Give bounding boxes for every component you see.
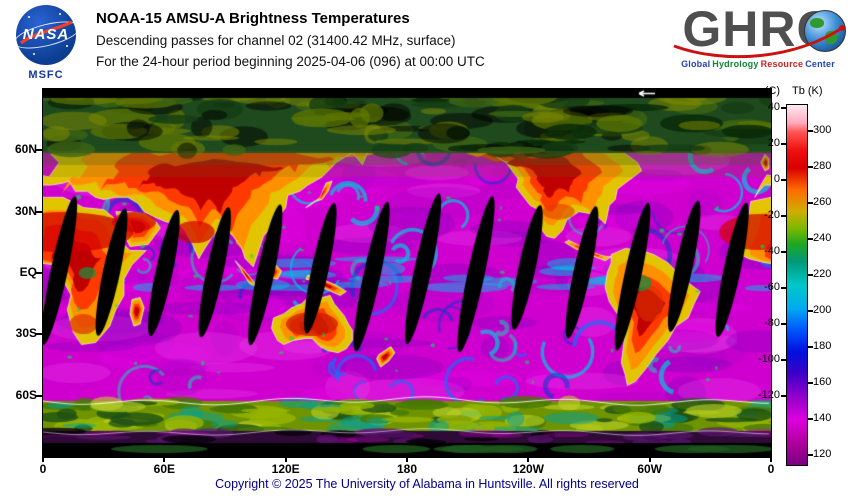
star-icon — [66, 45, 68, 47]
red-swoosh-icon — [20, 20, 73, 45]
lon-label: 0 — [767, 462, 775, 476]
colorbar-celsius-label: 20 — [767, 136, 780, 149]
lon-tick — [648, 457, 651, 462]
world-map: 60N 30N EQ 30S 60S 0 60E 120E 180 120W 60W 0 — [15, 88, 774, 476]
colorbar-kelvin-label: 120 — [813, 448, 832, 460]
lat-label: 60S — [15, 387, 37, 402]
colorbar-tick — [781, 142, 786, 145]
lon-tick — [406, 457, 408, 462]
colorbar-kelvin-label: 260 — [813, 196, 832, 208]
colorbar-celsius-label: -120 — [757, 388, 780, 401]
ghrc-tagline: Global Hydrology Resource Center — [668, 59, 848, 69]
colorbar-kelvin-label: 300 — [813, 124, 832, 136]
colorbar-tick — [781, 214, 786, 217]
copyright: Copyright © 2025 The University of Alaba… — [215, 477, 639, 491]
lat-tick — [36, 333, 42, 336]
lat-tick — [36, 149, 42, 152]
lat-tick — [36, 272, 42, 274]
colorbar-celsius-label: -40 — [764, 244, 780, 257]
globe-icon — [804, 10, 846, 52]
title-block: NOAA-15 AMSU-A Brightness Temperatures D… — [96, 10, 485, 69]
colorbar — [786, 104, 808, 466]
colorbar-tick — [808, 166, 813, 168]
colorbar-tick — [808, 382, 813, 384]
colorbar-celsius-label: -80 — [764, 316, 780, 329]
colorbar-kelvin-label: 280 — [813, 160, 832, 172]
colorbar-tick — [781, 322, 786, 325]
globe-landmass — [810, 18, 824, 28]
subtitle-period: For the 24-hour period beginning 2025-04… — [96, 54, 485, 69]
ghrc-tagline-word: Global — [681, 59, 711, 69]
lon-label: 60W — [637, 462, 662, 476]
colorbar-kelvin-label: 140 — [813, 412, 832, 424]
colorbar-kelvin-label: 240 — [813, 232, 832, 244]
page-title: NOAA-15 AMSU-A Brightness Temperatures — [96, 10, 410, 27]
lon-tick — [527, 457, 530, 462]
subtitle-channel: Descending passes for channel 02 (31400.… — [96, 33, 456, 48]
colorbar-tick — [808, 454, 813, 456]
lon-label: 120W — [512, 462, 544, 476]
colorbar-celsius-header: (C) — [764, 85, 780, 97]
lat-label: 60N — [14, 142, 37, 157]
lat-tick — [36, 210, 42, 213]
lon-tick — [163, 457, 166, 462]
colorbar-tick — [808, 130, 813, 132]
colorbar-tick — [808, 418, 813, 420]
globe-landmass — [825, 31, 837, 44]
lon-tick — [42, 457, 44, 462]
colorbar-kelvin-label: 180 — [813, 340, 832, 352]
colorbar-celsius-label: -100 — [757, 352, 780, 365]
nasa-logo: NASA MSFC — [10, 5, 83, 81]
colorbar-tick — [781, 394, 786, 397]
lon-label: 180 — [396, 462, 418, 476]
lon-label: 60E — [153, 462, 175, 476]
colorbar-kelvin-label: 220 — [813, 268, 832, 280]
msfc-label: MSFC — [28, 69, 64, 81]
colorbar-celsius-label: -20 — [764, 208, 780, 221]
colorbar-tick — [781, 106, 786, 109]
star-icon — [28, 16, 30, 18]
lon-label: 120E — [271, 462, 300, 476]
colorbar-tick — [808, 202, 813, 204]
colorbar-tick — [781, 178, 786, 181]
colorbar-tick — [781, 250, 786, 253]
lat-label: 30S — [15, 326, 37, 341]
ghrc-tagline-word: Center — [805, 59, 835, 69]
nasa-meatball-icon: NASA — [11, 5, 83, 65]
colorbar-celsius-label: 0 — [773, 172, 780, 185]
lon-tick — [770, 457, 772, 462]
colorbar-kelvin-header: Tb (K) — [792, 85, 823, 97]
nasa-wordmark: NASA — [22, 26, 70, 43]
star-icon — [59, 13, 61, 15]
colorbar-celsius-label: -60 — [764, 280, 780, 293]
ghrc-tagline-word: Hydrology — [712, 59, 759, 69]
colorbar-tick — [808, 274, 813, 276]
colorbar-kelvin-label: 200 — [813, 304, 832, 316]
brightness-temperature-map — [43, 89, 771, 457]
ghrc-logo: GHRC Global Hydrology Resource Center — [668, 2, 848, 84]
ghrc-tagline-word: Resource — [760, 59, 804, 69]
colorbar-kelvin-label: 160 — [813, 376, 832, 388]
lon-tick — [284, 457, 287, 462]
lat-label: 30N — [14, 203, 37, 218]
colorbar-tick — [781, 286, 786, 289]
star-icon — [33, 53, 35, 55]
colorbar-tick — [808, 346, 813, 348]
lat-tick — [36, 394, 42, 397]
colorbar-tick — [781, 358, 786, 361]
colorbar-tick — [808, 310, 813, 312]
colorbar-celsius-label: 40 — [767, 100, 780, 113]
lat-label: EQ — [19, 265, 37, 279]
lon-label: 0 — [39, 462, 47, 476]
colorbar-tick — [808, 238, 813, 240]
